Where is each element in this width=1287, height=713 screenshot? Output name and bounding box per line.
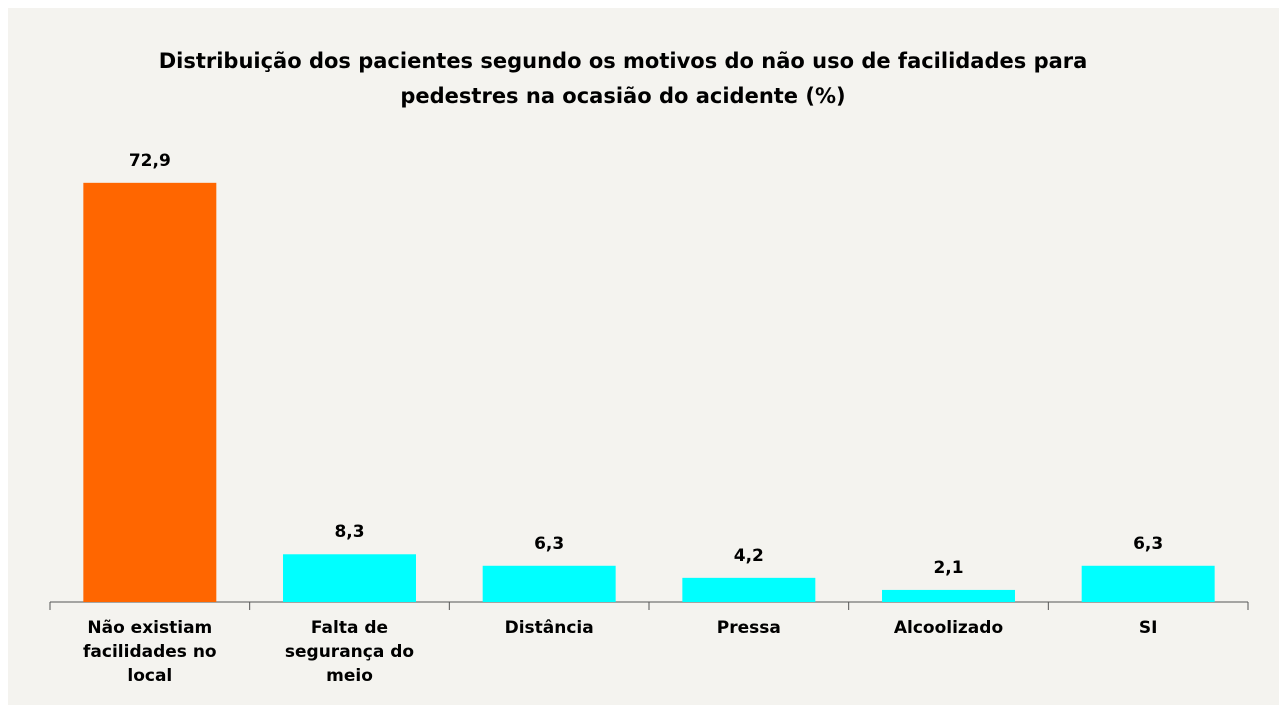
x-tick-label: Pressa	[716, 618, 781, 638]
bar	[682, 577, 816, 602]
value-label: 2,1	[933, 557, 964, 578]
bar	[882, 589, 1015, 602]
chart-title: Distribuição dos pacientes segundo os mo…	[158, 49, 1088, 108]
x-tick-label: Falta de segurança do meio	[284, 618, 415, 686]
value-label: 8,3	[334, 522, 365, 543]
value-label: 6,3	[1133, 533, 1164, 554]
bar	[1081, 565, 1215, 602]
x-tick-label: SI	[1138, 618, 1158, 638]
plot	[49, 182, 1249, 610]
x-tick-label: Não existiam facilidades no local	[83, 618, 217, 686]
x-tick-label: Distância	[504, 618, 594, 638]
bar	[83, 182, 217, 602]
value-label: 72,9	[128, 150, 171, 171]
value-label: 6,3	[534, 533, 565, 554]
value-label: 4,2	[733, 545, 764, 566]
x-tick-label: Alcoolizado	[893, 618, 1004, 638]
chart: Distribuição dos pacientes segundo os mo…	[8, 8, 1279, 705]
bar	[283, 554, 416, 602]
bar	[482, 565, 616, 602]
